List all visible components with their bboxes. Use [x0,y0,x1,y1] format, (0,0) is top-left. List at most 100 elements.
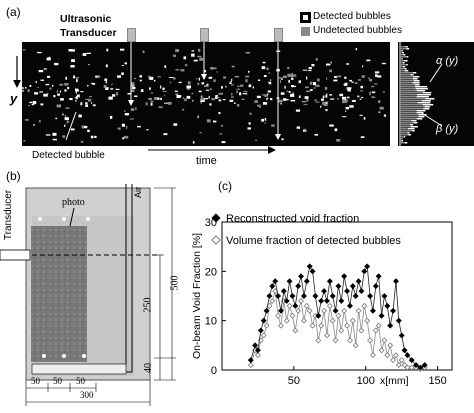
dim-500-label: 500 [169,275,181,291]
beta-bar [400,140,402,142]
undetected-bubble [336,75,342,78]
detected-bubble [325,109,328,112]
data-point-reconstructed [263,307,270,314]
detected-bubble [192,141,195,144]
detected-bubble [45,83,50,86]
beta-pointer [419,111,443,127]
beta-bar [400,108,424,110]
undetected-bubble [130,89,135,93]
undetected-bubble [150,100,154,103]
detected-bubble [203,98,209,100]
undetected-bubble [65,107,70,109]
detected-bubble [262,102,268,105]
detected-bubble [201,82,205,85]
detected-bubble [75,91,77,94]
detected-bubble [333,79,338,82]
detected-bubble [334,76,337,78]
detected-bubble [46,57,51,61]
detected-bubble [252,86,254,89]
detected-bubble [121,123,125,127]
undetected-bubble [230,84,234,86]
data-point-detected [352,342,359,349]
beta-bar [400,120,412,122]
data-point-reconstructed [332,307,339,314]
detected-bubble [298,95,301,98]
data-point-reconstructed [315,312,322,319]
beta-bar [400,52,403,54]
detected-bubble [288,91,291,93]
undetected-bubble [278,77,283,79]
detected-bubble [164,102,169,104]
beta-bar [400,132,408,134]
data-point-detected [404,364,411,371]
detected-bubble [290,100,295,102]
detected-bubble [43,68,47,70]
beta-bar [400,70,405,72]
detected-bubble [313,82,316,86]
detected-bubble [198,90,202,93]
detected-bubble [69,98,73,101]
detected-bubble [325,94,328,98]
detected-bubble [351,100,356,102]
undetected-bubble [182,97,185,99]
undetected-bubble [206,119,211,123]
detected-bubble [280,78,283,80]
alpha-label: α (y) [436,55,459,67]
beta-bar [400,110,417,112]
data-point-detected [303,302,310,309]
undetected-bubble [231,96,234,98]
detected-bubble [183,56,187,60]
data-point-detected [384,352,391,359]
detected-bubble [67,86,70,90]
data-point-reconstructed [254,347,261,354]
detected-bubble [280,92,285,95]
undetected-bubble [126,125,128,129]
data-point-reconstructed [247,357,254,364]
beta-bar [400,96,417,98]
detected-bubble [86,52,91,54]
detected-bubble [53,95,56,98]
beta-bar [400,68,405,70]
undetected-bubble [153,97,158,100]
data-point-reconstructed [408,357,415,364]
x-tick-label: 50 [288,375,300,387]
data-point-detected [390,357,397,364]
data-point-reconstructed [367,293,374,299]
detected-bubble [360,136,365,138]
undetected-bubble [304,128,306,131]
data-point-detected [398,357,405,364]
detected-bubble [33,124,35,126]
detected-bubble [192,99,194,102]
detected-bubble [173,123,178,126]
detected-bubble [359,98,362,100]
beta-label: β (y) [436,123,459,135]
detected-bubble [229,99,234,102]
detected-bubble [346,63,349,65]
detected-bubble [95,75,100,78]
undetected-bubble [23,140,26,142]
detected-bubble [284,85,286,89]
data-point-detected [295,307,302,314]
detected-bubble [334,128,338,132]
undetected-bubble [234,75,240,78]
undetected-bubble [184,98,187,102]
detected-bubble [261,118,264,122]
detected-bubble [105,81,108,84]
data-point-detected [364,317,371,324]
detected-bubble [174,90,178,92]
undetected-bubble [218,97,220,99]
detected-bubble [302,69,308,71]
detected-bubble [64,124,66,127]
detected-bubble [221,141,226,144]
undetected-bubble [379,106,384,110]
detected-bubble [234,102,236,104]
detected-bubble [57,93,60,96]
beta-bar [400,142,405,144]
panel-a-label: (a) [6,5,21,19]
detected-bubble [248,70,250,73]
undetected-bubble [124,110,126,112]
undetected-bubble [317,78,320,82]
undetected-bubble [360,90,363,92]
detected-bubble [259,106,261,108]
undetected-bubble [236,88,241,90]
